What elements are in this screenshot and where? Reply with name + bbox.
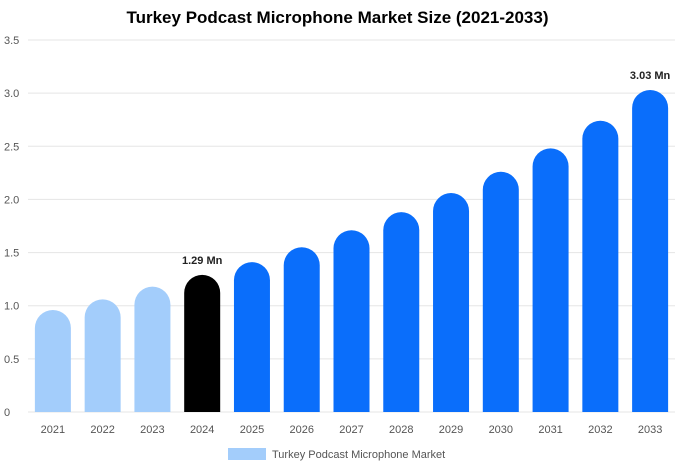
data-labels: 1.29 Mn 3.03 Mn [182,70,671,267]
chart-title: Turkey Podcast Microphone Market Size (2… [126,8,549,27]
y-tick-label: 1.0 [4,301,19,313]
x-tick-label: 2029 [439,424,463,436]
bar-2025 [233,262,270,412]
bar-2023 [134,286,171,412]
y-tick-label: 0.5 [4,354,19,366]
x-tick-label: 2033 [638,424,662,436]
x-tick-label: 2025 [240,424,264,436]
legend-swatch [228,448,266,460]
bar-2033 [632,89,669,412]
bar-2029 [433,193,470,412]
bar-2021 [34,309,71,412]
bar-2030 [482,171,519,412]
data-label: 3.03 Mn [630,70,671,82]
x-tick-label: 2022 [90,424,114,436]
bars [34,89,669,412]
x-tick-label: 2030 [489,424,513,436]
bar-2027 [333,230,370,412]
x-tick-label: 2026 [289,424,313,436]
x-tick-label: 2027 [339,424,363,436]
x-tick-label: 2021 [41,424,65,436]
x-tick-label: 2024 [190,424,214,436]
y-tick-label: 3.0 [4,88,19,100]
y-tick-label: 0 [4,407,10,419]
y-tick-label: 3.5 [4,35,19,47]
data-label: 1.29 Mn [182,255,223,267]
x-tick-label: 2023 [140,424,164,436]
x-tick-label: 2028 [389,424,413,436]
bar-2031 [532,148,569,412]
legend: Turkey Podcast Microphone Market [228,448,445,461]
bar-2026 [283,247,320,412]
bar-2022 [84,299,121,412]
y-tick-label: 1.5 [4,248,19,260]
x-axis-ticks: 2021 2022 2023 2024 2025 2026 2027 2028 2029 2030… [41,424,663,436]
y-tick-label: 2.5 [4,141,19,153]
x-tick-label: 2032 [588,424,612,436]
bar-2028 [383,212,420,412]
bar-2032 [582,120,619,412]
y-tick-label: 2.0 [4,194,19,206]
y-axis-ticks: 0 0.5 1.0 1.5 2.0 2.5 3.0 3.5 [4,35,19,419]
x-tick-label: 2031 [538,424,562,436]
bar-2024 [184,274,221,412]
legend-label: Turkey Podcast Microphone Market [272,449,445,461]
